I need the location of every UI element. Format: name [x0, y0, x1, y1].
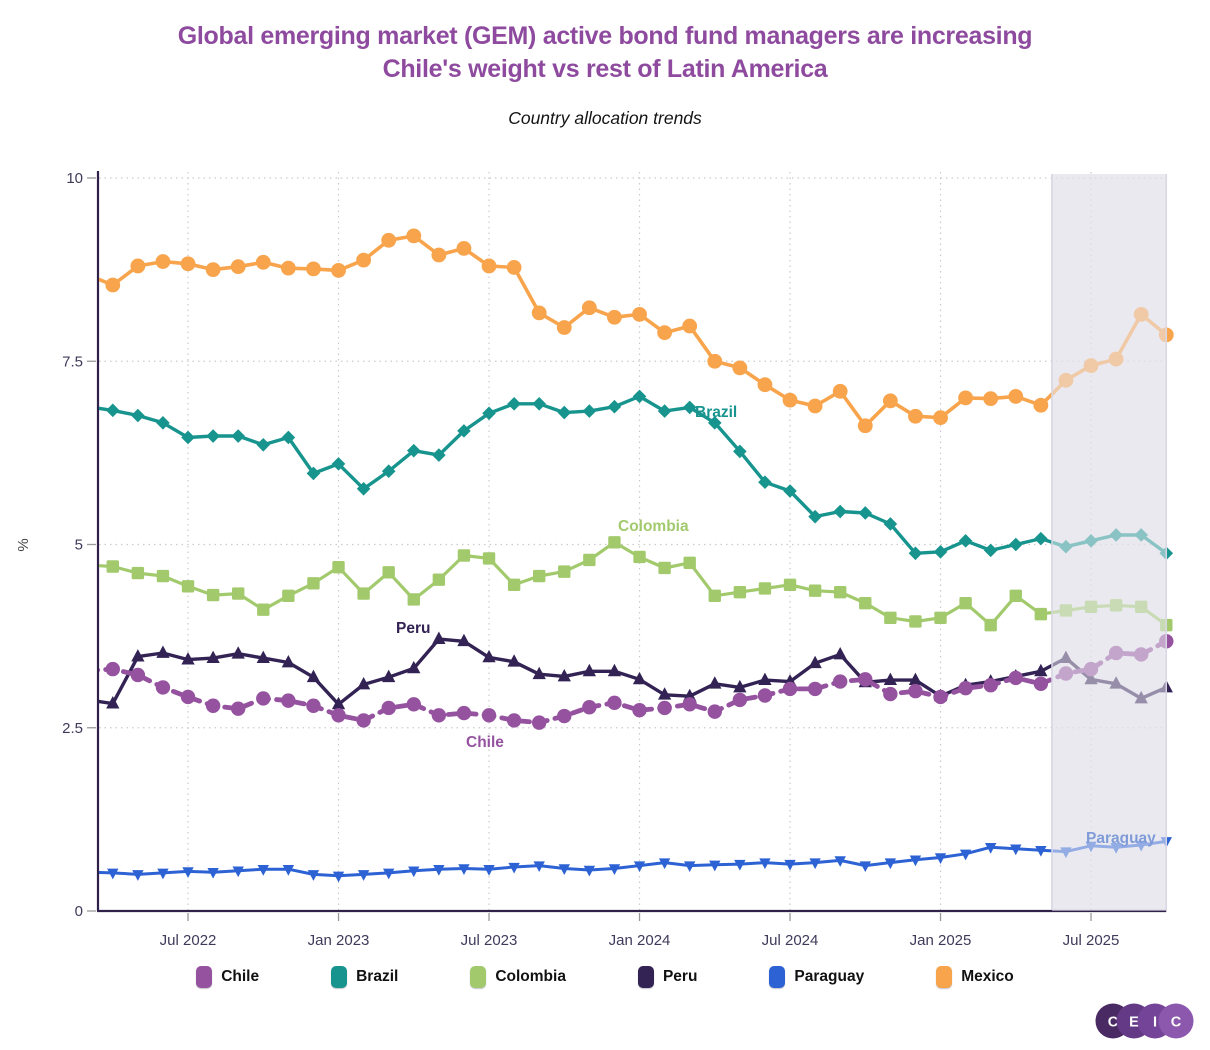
- highlight-borders: [1051, 174, 1168, 910]
- series-colombia: [99, 536, 1173, 632]
- series-label-peru: Peru: [396, 620, 430, 637]
- legend-item-colombia[interactable]: Colombia: [470, 966, 566, 988]
- y-axis-label: %: [15, 538, 32, 551]
- gridlines: [99, 172, 1167, 910]
- legend-item-brazil[interactable]: Brazil: [331, 966, 398, 988]
- legend-label: Chile: [221, 968, 260, 985]
- axes: 0 2.5 5 7.5 10 Jul 2022 Jan 2023 Jul 2023 Jan 20…: [15, 170, 1167, 949]
- legend-label: Peru: [662, 968, 698, 985]
- series-label-colombia: Colombia: [618, 518, 689, 535]
- legend-item-peru[interactable]: Peru: [637, 966, 698, 988]
- series-label-paraguay: Paraguay: [1086, 830, 1156, 847]
- legend-swatch-peru: [637, 966, 654, 988]
- svg-text:Jan 2023: Jan 2023: [308, 932, 370, 949]
- svg-text:E: E: [1129, 1015, 1139, 1031]
- legend-label: Paraguay: [794, 968, 865, 985]
- legend-swatch-chile: [196, 966, 213, 988]
- chart-title: Global emerging market (GEM) active bond…: [0, 20, 1210, 86]
- svg-text:7.5: 7.5: [62, 353, 83, 370]
- svg-text:Jul 2022: Jul 2022: [160, 932, 217, 949]
- legend-item-mexico[interactable]: Mexico: [936, 966, 1014, 988]
- legend-label: Mexico: [961, 968, 1014, 985]
- legend-swatch-colombia: [470, 966, 487, 988]
- svg-text:C: C: [1171, 1015, 1182, 1031]
- legend-swatch-paraguay: [769, 966, 786, 988]
- series-label-brazil: Brazil: [695, 404, 737, 421]
- allocation-chart: 0 2.5 5 7.5 10 Jul 2022 Jan 2023 Jul 2023 Jan 20…: [15, 170, 1174, 949]
- series-group: [99, 228, 1174, 883]
- svg-text:Jul 2023: Jul 2023: [461, 932, 518, 949]
- svg-text:Jul 2025: Jul 2025: [1063, 932, 1120, 949]
- legend-swatch-mexico: [936, 966, 953, 988]
- svg-text:Jul 2024: Jul 2024: [762, 932, 819, 949]
- svg-text:Jan 2025: Jan 2025: [910, 932, 972, 949]
- svg-text:I: I: [1153, 1015, 1157, 1031]
- svg-text:5: 5: [75, 537, 83, 554]
- series-chile: [99, 634, 1174, 730]
- svg-text:C: C: [1108, 1015, 1119, 1031]
- svg-text:2.5: 2.5: [62, 720, 83, 737]
- series-brazil: [99, 389, 1174, 561]
- legend-label: Brazil: [356, 968, 399, 985]
- legend-label: Colombia: [495, 968, 566, 985]
- chart-legend: Chile Brazil Colombia Peru Paraguay Mexico: [0, 966, 1210, 988]
- highlight-fade-overlay: [1052, 174, 1167, 911]
- svg-text:0: 0: [75, 903, 83, 920]
- chart-title-line1: Global emerging market (GEM) active bond…: [177, 22, 1033, 50]
- chart-title-line2: Chile's weight vs rest of Latin America: [382, 55, 828, 83]
- legend-item-chile[interactable]: Chile: [196, 966, 259, 988]
- series-label-chile: Chile: [466, 734, 504, 751]
- series-paraguay: [99, 837, 1172, 883]
- svg-text:10: 10: [66, 170, 83, 187]
- series-peru: [99, 631, 1173, 710]
- legend-item-paraguay[interactable]: Paraguay: [769, 966, 864, 988]
- chart-subtitle: Country allocation trends: [508, 108, 702, 128]
- legend-swatch-brazil: [331, 966, 348, 988]
- svg-text:Jan 2024: Jan 2024: [609, 932, 671, 949]
